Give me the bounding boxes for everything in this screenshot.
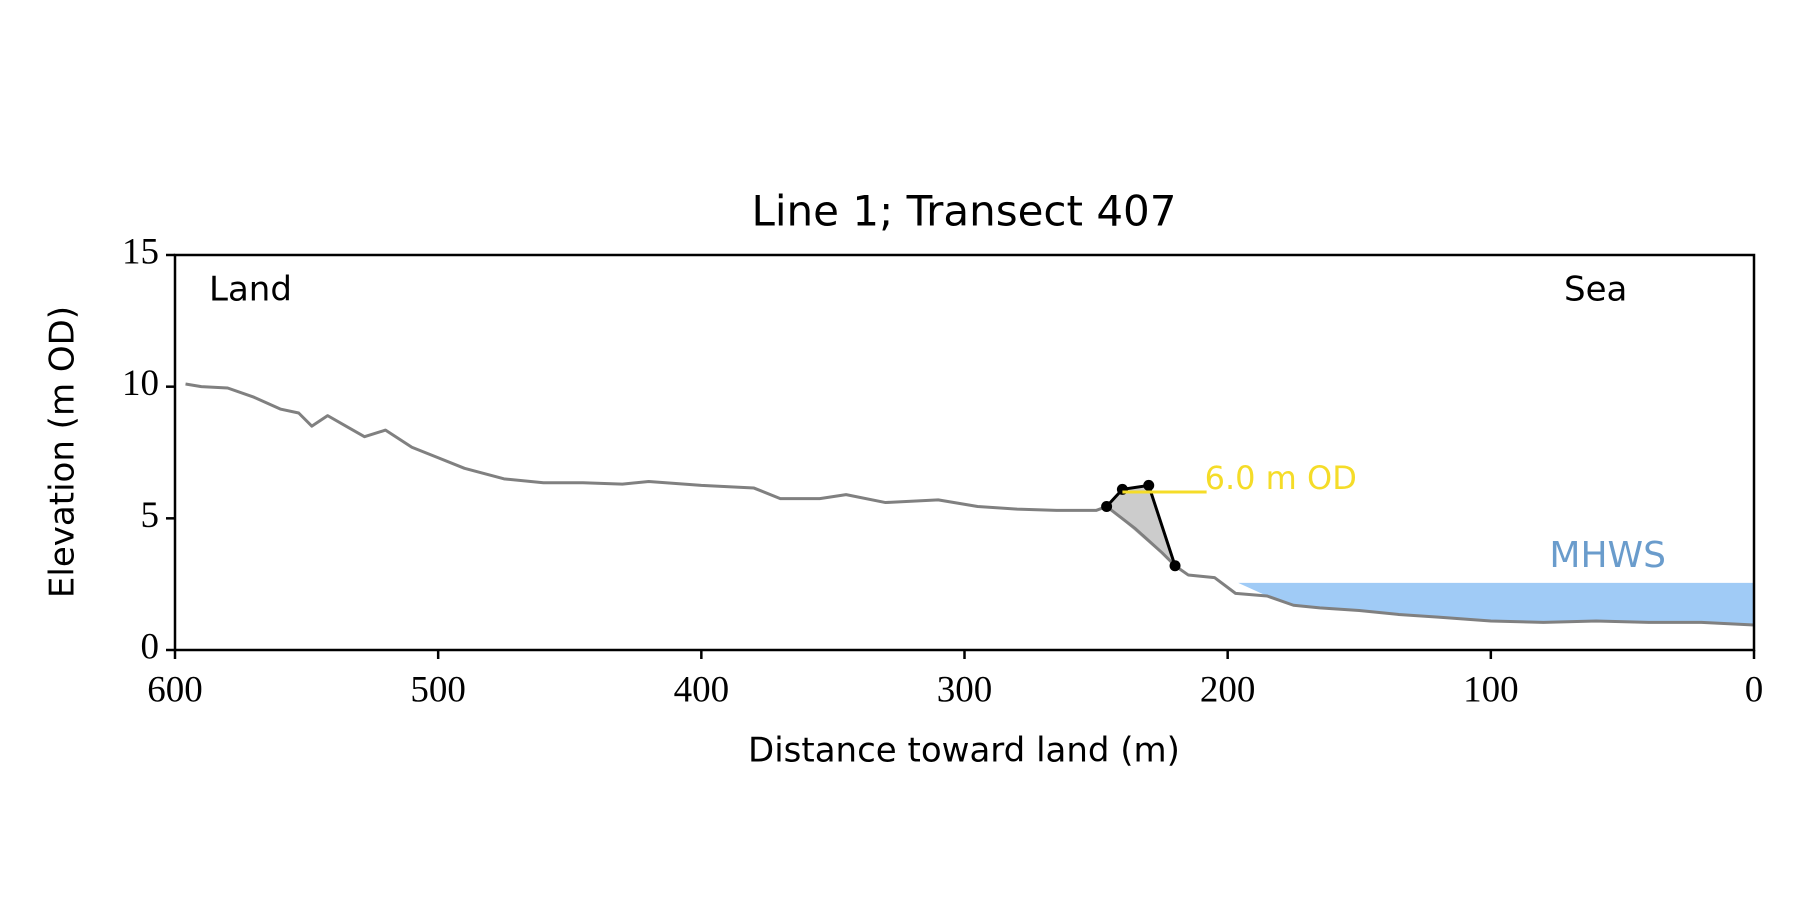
x-tick-label: 0 xyxy=(1745,669,1764,710)
y-tick-label: 15 xyxy=(122,231,159,272)
y-tick-label: 5 xyxy=(141,495,160,536)
point xyxy=(1169,560,1181,572)
od-label: 6.0 m OD xyxy=(1205,459,1357,497)
point xyxy=(1101,500,1113,512)
x-tick-label: 100 xyxy=(1463,669,1519,710)
y-tick-label: 10 xyxy=(122,363,159,404)
x-axis-label: Distance toward land (m) xyxy=(748,731,1180,771)
profile-line xyxy=(185,382,1755,627)
dune-fill xyxy=(1106,485,1176,566)
x-tick-label: 500 xyxy=(410,669,466,710)
land-annotation: Land xyxy=(209,270,292,310)
x-tick-label: 200 xyxy=(1200,669,1256,710)
chart-title: Line 1; Transect 407 xyxy=(751,187,1176,236)
y-axis-label: Elevation (m OD) xyxy=(43,306,83,598)
x-tick-label: 300 xyxy=(937,669,993,710)
x-tick-label: 400 xyxy=(674,669,730,710)
point xyxy=(1143,479,1155,491)
y-tick-label: 0 xyxy=(141,626,160,667)
mhws-label: MHWS xyxy=(1549,535,1666,576)
mhws-fill xyxy=(1238,582,1754,625)
profile-line xyxy=(1105,483,1177,567)
sea-annotation: Sea xyxy=(1564,270,1627,310)
x-tick-label: 600 xyxy=(147,669,203,710)
